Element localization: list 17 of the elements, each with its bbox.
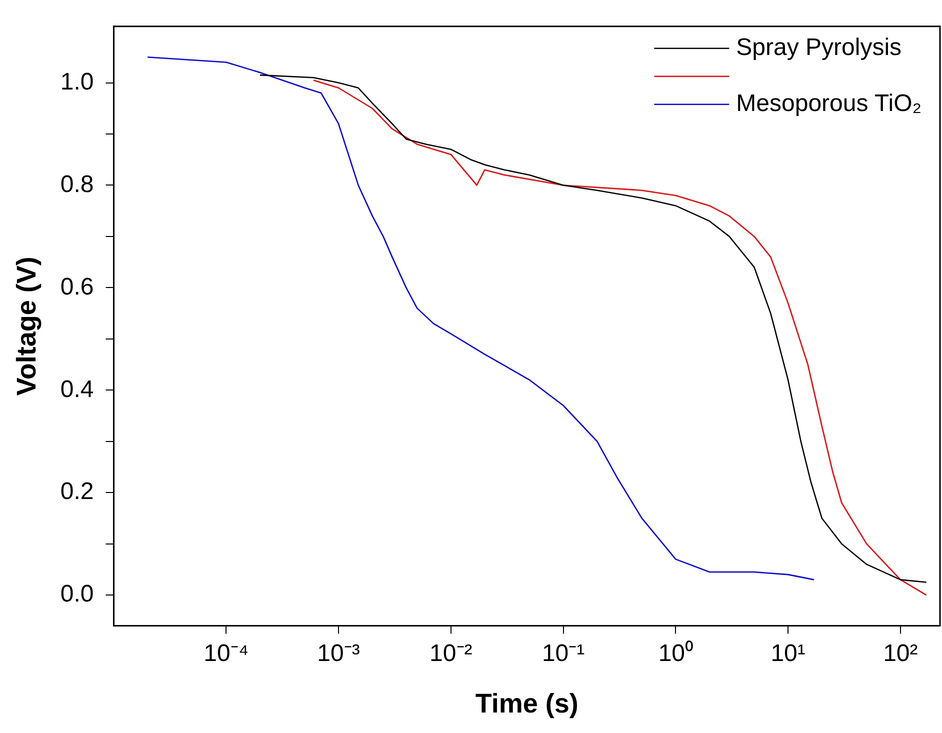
x-tick-label: 10⁻³ [317,640,360,667]
y-axis-title: Voltage (V) [12,256,42,396]
y-tick-label: 0.0 [60,580,94,608]
x-tick-label: 10⁻⁴ [204,640,249,667]
y-tick-label: 1.0 [60,68,94,96]
y-tick-label: 0.6 [60,273,94,300]
legend-label: Mesoporous TiO₂ [736,90,922,118]
x-axis-title: Time (s) [475,688,578,718]
x-tick-label: 10² [883,640,918,667]
x-tick-label: 10⁻² [430,640,472,667]
y-tick-label: 0.2 [60,478,94,506]
y-tick-label: 0.4 [60,376,94,403]
x-tick-label: 10⁻¹ [542,640,585,667]
y-tick-label: 0.8 [60,170,94,198]
legend-label: Spray Pyrolysis [736,34,902,62]
x-tick-label: 10⁰ [658,640,694,667]
x-tick-label: 10¹ [770,640,806,667]
